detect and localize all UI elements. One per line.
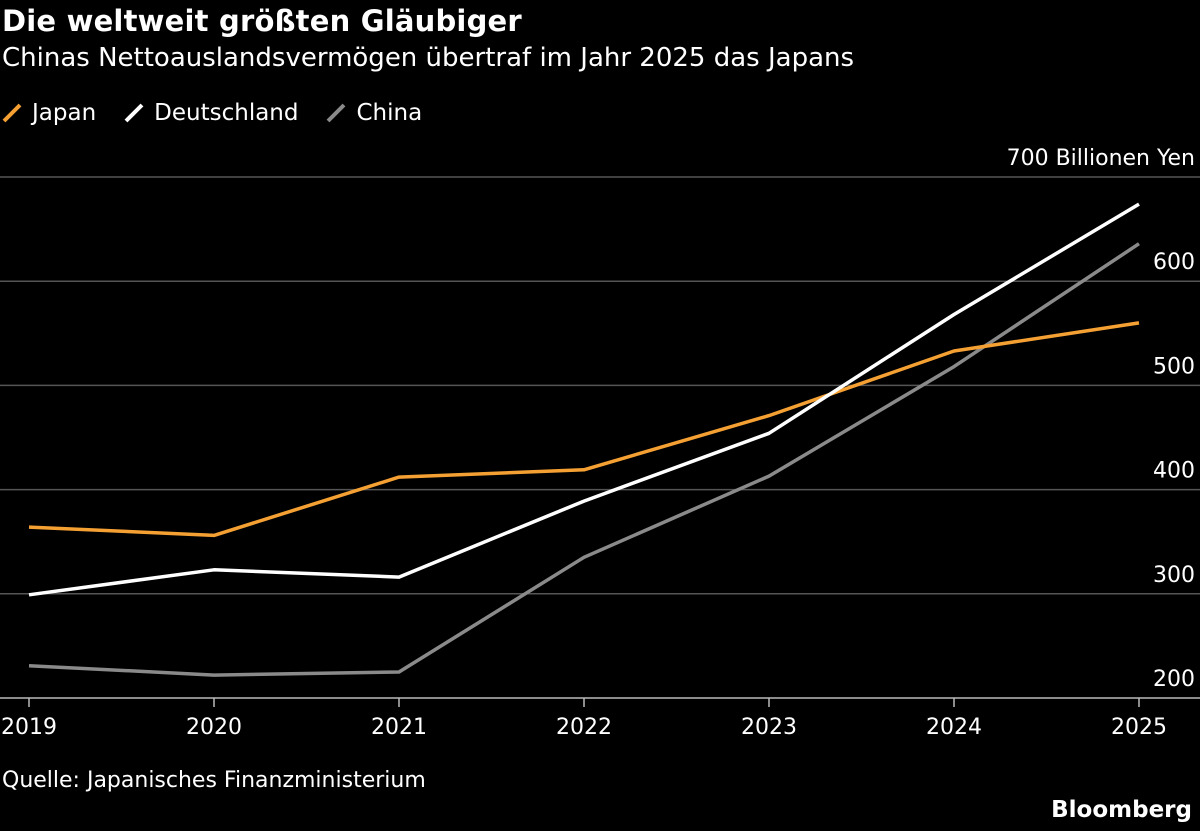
- y-tick-label-700: 700 Billionen Yen: [1007, 146, 1195, 171]
- y-tick-label-500: 500: [1153, 354, 1195, 379]
- source-note: Quelle: Japanisches Finanzministerium: [2, 768, 426, 793]
- brand-logo: Bloomberg: [1051, 797, 1192, 823]
- x-tick-label-2019: 2019: [1, 715, 57, 740]
- y-tick-label-300: 300: [1153, 563, 1195, 588]
- x-tick-label-2023: 2023: [741, 715, 797, 740]
- series-line-china: [28, 242, 1140, 677]
- legend-swatch-deutschland-icon: [124, 103, 144, 123]
- legend-item-china: China: [324, 100, 422, 126]
- legend-item-deutschland: Deutschland: [122, 100, 298, 126]
- y-tick-label-200: 200: [1153, 667, 1195, 692]
- legend-swatch-japan-icon: [2, 103, 22, 123]
- chart-title: Die weltweit größten Gläubiger: [2, 4, 522, 38]
- grid-lines: [0, 176, 1200, 595]
- series-line-japan: [28, 321, 1140, 538]
- x-axis: 2019 2020 2021 2022 2023 2024 2025: [0, 697, 1200, 740]
- y-axis-tick-labels: 200 300 400 500 600 700 Billionen Yen: [1007, 146, 1195, 692]
- legend-label-china: China: [356, 100, 423, 126]
- legend-label-deutschland: Deutschland: [154, 100, 299, 126]
- y-tick-label-600: 600: [1153, 250, 1195, 275]
- series-line-deutschland: [28, 202, 1140, 597]
- x-tick-label-2025: 2025: [1111, 715, 1167, 740]
- series-lines: [28, 202, 1140, 677]
- chart-subtitle: Chinas Nettoauslandsvermögen übertraf im…: [2, 43, 855, 73]
- x-tick-label-2024: 2024: [926, 715, 982, 740]
- x-tick-label-2020: 2020: [186, 715, 242, 740]
- legend-swatch-china-icon: [327, 103, 346, 123]
- legend: Japan Deutschland China: [0, 98, 448, 128]
- legend-label-japan: Japan: [32, 100, 97, 126]
- y-tick-label-400: 400: [1153, 459, 1195, 484]
- x-tick-label-2021: 2021: [371, 715, 427, 740]
- x-tick-label-2022: 2022: [556, 715, 612, 740]
- legend-item-japan: Japan: [0, 100, 96, 126]
